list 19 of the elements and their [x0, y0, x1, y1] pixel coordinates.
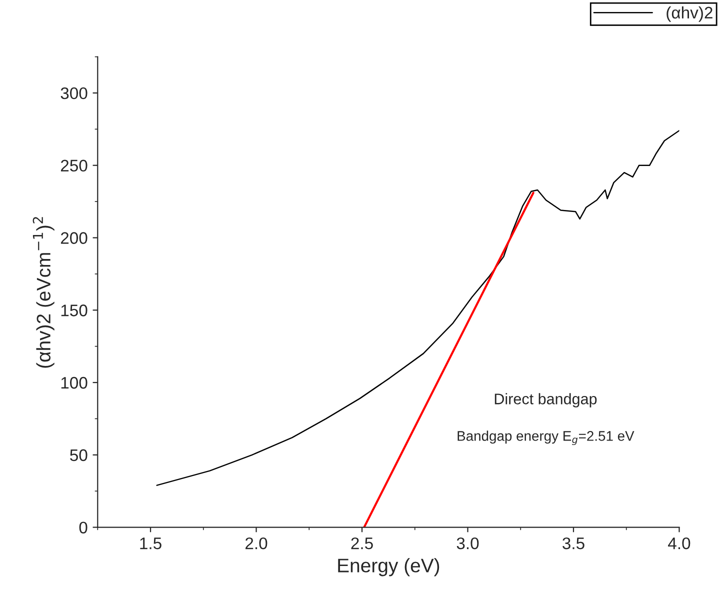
y-tick-label: 0 — [79, 522, 88, 534]
x-tick-label: 3.0 — [456, 537, 479, 550]
x-tick-label: 2.5 — [351, 537, 373, 550]
x-tick-label: 2.0 — [246, 537, 268, 550]
annotation: Direct bandgap — [494, 393, 597, 408]
legend-label: (αhv)2 — [666, 6, 712, 22]
y-tick-label: 50 — [70, 449, 88, 462]
x-axis-title: Energy (eV) — [338, 558, 440, 576]
y-tick-label: 100 — [61, 376, 88, 389]
y-tick-label: 200 — [60, 232, 88, 244]
y-tick-label: 150 — [61, 304, 88, 316]
y-axis-title: (αhv)2 (eVcm$^{−1}$)$^{2}$ — [32, 217, 54, 368]
annotation: Bandgap energy E$_{g}$=2.51 eV — [458, 430, 634, 446]
line-series — [156, 130, 680, 486]
x-tick-label: 1.5 — [140, 538, 162, 550]
x-tick-label: 4.0 — [668, 537, 690, 550]
y-tick-label: 250 — [60, 160, 88, 172]
y-tick-label: 300 — [60, 87, 88, 100]
x-tick-label: 3.5 — [562, 537, 584, 550]
